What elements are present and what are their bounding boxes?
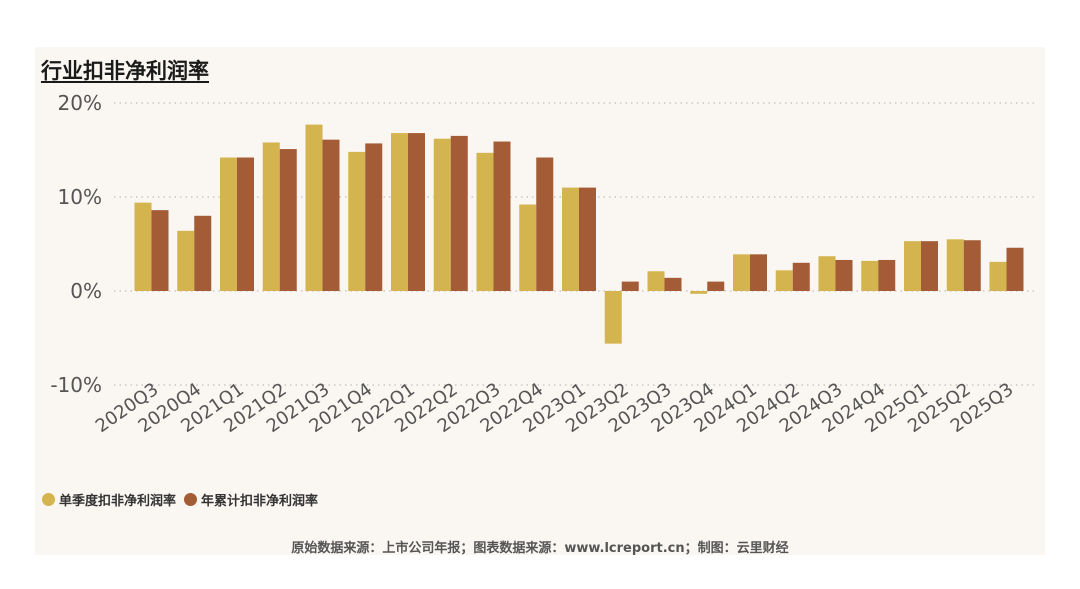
legend-label-single: 单季度扣非净利润率 [59, 494, 177, 509]
legend-item-cumulative[interactable]: 年累计扣非净利润率 [184, 490, 318, 509]
y-tick-label: 20% [58, 91, 102, 115]
bar-single-quarter[interactable] [391, 133, 408, 291]
bar-single-quarter[interactable] [733, 254, 750, 291]
bar-single-quarter[interactable] [305, 124, 323, 292]
bar-single-quarter[interactable] [861, 260, 879, 291]
bar-single-quarter[interactable] [476, 152, 494, 291]
bar-single-quarter[interactable] [562, 187, 579, 291]
bar-cumulative[interactable] [707, 281, 725, 291]
bar-single-quarter[interactable] [690, 291, 708, 294]
chart-panel [35, 47, 1045, 555]
bar-cumulative[interactable] [963, 240, 981, 291]
legend-swatch-cumulative [184, 493, 198, 506]
legend-swatch-single [42, 493, 55, 506]
bar-cumulative[interactable] [792, 262, 810, 291]
bar-cumulative[interactable] [579, 187, 596, 291]
bar-cumulative[interactable] [151, 210, 169, 291]
bar-cumulative[interactable] [408, 133, 425, 291]
bar-cumulative[interactable] [279, 149, 297, 291]
bar-cumulative[interactable] [1006, 247, 1024, 291]
y-tick-label: 10% [58, 185, 102, 209]
y-tick-label: -10% [50, 373, 102, 397]
bar-single-quarter[interactable] [904, 241, 921, 291]
bar-single-quarter[interactable] [262, 142, 280, 291]
bar-cumulative[interactable] [194, 215, 212, 291]
bar-single-quarter[interactable] [989, 261, 1007, 291]
bar-single-quarter[interactable] [818, 256, 836, 291]
bar-cumulative[interactable] [750, 254, 767, 291]
y-tick-label: 0% [70, 279, 102, 303]
legend-item-single[interactable]: 单季度扣非净利润率 [42, 490, 176, 509]
bar-single-quarter[interactable] [177, 230, 195, 291]
bar-single-quarter[interactable] [946, 239, 964, 291]
x-axis-ticks: 2020Q32020Q42021Q12021Q22021Q32021Q42022… [92, 379, 1018, 437]
legend: 单季度扣非净利润率 年累计扣非净利润率 [42, 490, 326, 509]
bar-single-quarter[interactable] [220, 157, 237, 291]
bar-cumulative[interactable] [237, 157, 254, 291]
bar-cumulative[interactable] [621, 281, 639, 291]
bar-cumulative[interactable] [322, 139, 340, 291]
bar-cumulative[interactable] [365, 143, 383, 291]
bar-cumulative[interactable] [878, 259, 896, 291]
bar-cumulative[interactable] [835, 259, 853, 291]
bar-single-quarter[interactable] [604, 291, 622, 344]
bar-single-quarter[interactable] [647, 271, 665, 291]
bar-cumulative[interactable] [450, 135, 468, 291]
bar-single-quarter[interactable] [519, 204, 537, 291]
bar-cumulative[interactable] [536, 157, 554, 291]
bar-single-quarter[interactable] [433, 138, 451, 291]
bar-single-quarter[interactable] [348, 151, 366, 291]
bar-cumulative[interactable] [493, 141, 511, 291]
data-source-note: 原始数据来源：上市公司年报；图表数据来源：www.lcreport.cn；制图：… [291, 541, 789, 556]
bar-cumulative[interactable] [921, 241, 938, 291]
chart-title: 行业扣非净利润率 [41, 59, 209, 83]
bar-cumulative[interactable] [664, 277, 682, 291]
bar-single-quarter[interactable] [775, 270, 793, 291]
y-axis-ticks: 20% 10% 0% -10% [50, 91, 102, 397]
bars [134, 124, 1024, 344]
bar-single-quarter[interactable] [134, 202, 152, 291]
legend-label-cumulative: 年累计扣非净利润率 [201, 494, 319, 509]
